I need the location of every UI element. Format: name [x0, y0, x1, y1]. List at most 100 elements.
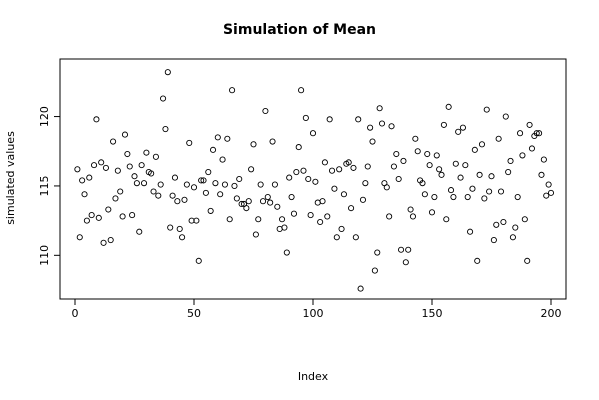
data-point [186, 139, 193, 146]
data-point [167, 224, 174, 231]
data-point [126, 163, 133, 170]
data-point [121, 131, 129, 138]
data-point [207, 207, 214, 214]
data-point [478, 141, 486, 148]
data-point [300, 167, 307, 174]
data-point [271, 181, 278, 188]
data-point [257, 181, 264, 188]
data-point [433, 152, 440, 159]
data-point [462, 162, 469, 169]
data-point [414, 148, 421, 155]
data-point [348, 205, 355, 212]
data-point [447, 187, 455, 194]
data-point [112, 195, 119, 202]
data-point [214, 134, 221, 141]
data-point [140, 180, 148, 187]
data-point [102, 164, 109, 171]
data-point [352, 234, 359, 241]
data-point [509, 234, 516, 241]
data-point [438, 171, 445, 178]
x-tick-label: 0 [72, 307, 79, 320]
data-point [528, 145, 536, 152]
data-point [424, 150, 431, 158]
data-point [497, 188, 505, 195]
data-point [174, 198, 181, 205]
data-point [283, 249, 290, 256]
data-point [309, 130, 317, 137]
data-point [262, 107, 269, 115]
data-point [152, 153, 159, 160]
data-point [317, 218, 324, 226]
data-point [143, 149, 150, 156]
data-point [338, 225, 345, 232]
data-point [286, 174, 293, 181]
data-points [74, 69, 555, 292]
data-point [357, 285, 364, 292]
data-point [117, 188, 124, 195]
data-point [90, 162, 98, 169]
data-point [386, 213, 393, 220]
data-point [481, 195, 488, 202]
data-point [333, 234, 340, 241]
data-point [198, 177, 205, 184]
data-point [490, 236, 497, 244]
data-point [129, 212, 136, 219]
data-point [464, 193, 471, 201]
data-point [336, 166, 343, 173]
data-point [395, 175, 402, 183]
data-point [383, 184, 390, 191]
data-point [221, 181, 228, 188]
data-point [157, 181, 164, 188]
data-point [193, 217, 200, 224]
data-point [533, 130, 540, 137]
data-point [543, 192, 550, 199]
data-point [452, 160, 459, 167]
data-point [443, 216, 450, 223]
data-point [243, 205, 250, 212]
data-point [138, 162, 145, 169]
data-point [110, 138, 117, 145]
data-point [119, 213, 126, 220]
data-point [164, 69, 171, 76]
data-point [355, 116, 362, 123]
data-point [493, 221, 500, 228]
data-point [250, 141, 257, 148]
data-point [312, 178, 319, 185]
data-point [512, 224, 519, 231]
data-point [524, 257, 531, 264]
data-point [259, 198, 267, 205]
data-point [160, 95, 167, 102]
data-point [226, 216, 233, 223]
y-tick-label: 115 [38, 175, 51, 196]
data-point [459, 124, 466, 131]
data-point [405, 246, 412, 253]
data-point [517, 130, 524, 137]
data-point [488, 173, 495, 180]
data-point [248, 166, 255, 173]
data-point [219, 156, 226, 163]
x-tick-label: 150 [422, 307, 443, 320]
data-point [402, 259, 409, 266]
data-point [290, 210, 298, 217]
data-point [79, 177, 86, 184]
data-point [440, 121, 447, 128]
data-point [374, 249, 381, 256]
data-point [445, 103, 452, 110]
data-point [390, 163, 397, 170]
data-point [502, 113, 509, 120]
y-axis: 110 115 120 [38, 106, 61, 266]
data-point [231, 182, 238, 189]
data-point [393, 150, 400, 158]
data-point [526, 121, 533, 128]
data-point [293, 169, 300, 176]
data-point [321, 159, 328, 166]
data-point [83, 217, 90, 224]
data-point [369, 138, 376, 145]
data-point [388, 123, 395, 130]
data-point [195, 257, 202, 264]
x-tick-label: 100 [303, 307, 324, 320]
data-point [507, 157, 514, 165]
data-point [431, 193, 438, 201]
data-point [538, 171, 545, 178]
